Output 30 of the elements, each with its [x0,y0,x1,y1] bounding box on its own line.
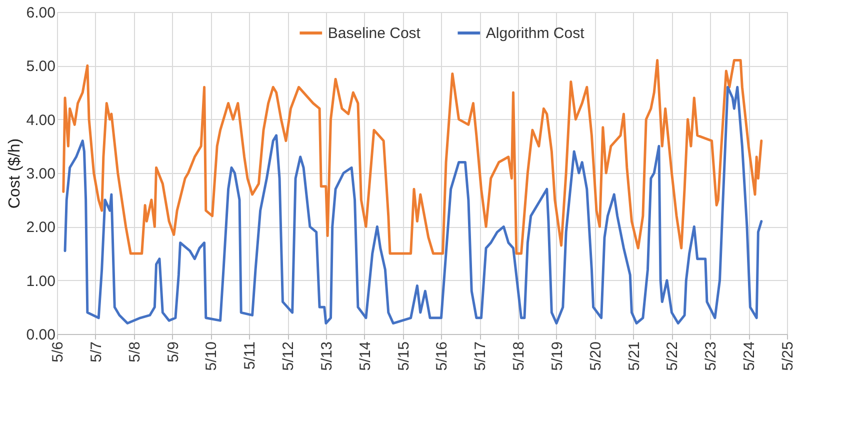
x-tick-label: 5/12 [280,342,298,371]
x-tick-label: 5/13 [318,342,336,371]
x-tick-label: 5/14 [356,342,374,371]
x-tick-label: 5/17 [472,342,490,371]
x-tick-label: 5/19 [548,342,566,371]
legend-label: Baseline Cost [328,25,422,42]
x-tick-label: 5/18 [510,342,528,371]
x-tick-label: 5/8 [126,342,144,362]
x-tick-label: 5/21 [626,342,643,371]
x-tick-label: 5/7 [88,342,105,362]
y-tick-label: 4.00 [26,112,56,129]
y-tick-label: 3.00 [26,166,56,182]
x-tick-label: 5/9 [164,342,182,362]
x-tick-label: 5/11 [242,342,259,370]
y-tick-label: 1.00 [26,272,56,290]
y-tick-label: 6.00 [26,4,56,22]
x-tick-label: 5/20 [587,342,604,371]
x-tick-label: 5/23 [702,342,720,371]
x-tick-label: 5/22 [664,342,682,371]
x-tick-label: 5/16 [434,342,451,371]
y-tick-label: 5.00 [26,58,56,76]
x-tick-label: 5/24 [741,342,758,371]
x-tick-label: 5/25 [780,342,796,371]
y-tick-label: 2.00 [26,219,56,236]
y-axis-title: Cost ($/h) [6,138,24,209]
legend-label: Algorithm Cost [486,25,586,42]
x-tick-label: 5/6 [50,342,66,362]
y-tick-label: 0.00 [26,326,56,344]
x-tick-label: 5/15 [395,342,412,371]
x-tick-label: 5/10 [203,342,220,371]
